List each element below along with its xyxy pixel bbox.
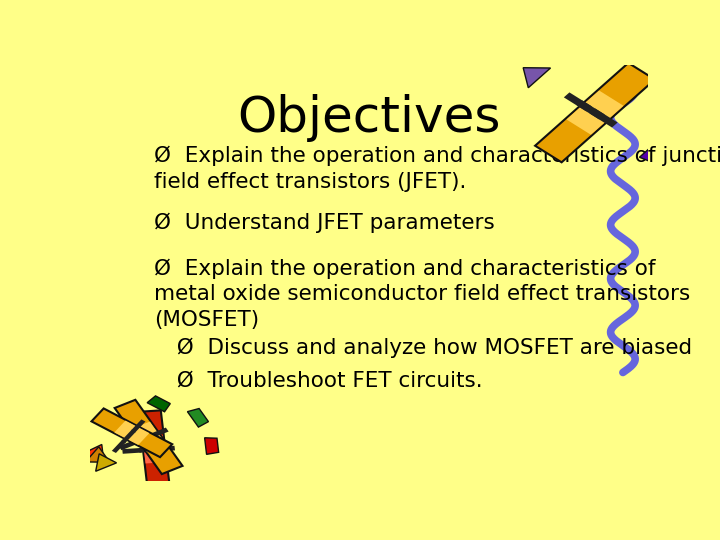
Text: Objectives: Objectives <box>238 94 500 142</box>
Polygon shape <box>564 92 592 111</box>
Polygon shape <box>535 63 655 163</box>
Polygon shape <box>114 421 150 445</box>
Text: Ø  Explain the operation and characteristics of
metal oxide semiconductor field : Ø Explain the operation and characterist… <box>154 258 690 330</box>
Text: Ø  Discuss and analyze how MOSFET are biased: Ø Discuss and analyze how MOSFET are bia… <box>163 337 692 357</box>
Polygon shape <box>143 435 166 463</box>
Polygon shape <box>131 420 145 433</box>
Polygon shape <box>139 447 158 453</box>
Polygon shape <box>577 100 605 119</box>
Polygon shape <box>114 400 182 474</box>
Polygon shape <box>156 446 175 451</box>
Polygon shape <box>204 438 219 454</box>
Polygon shape <box>138 410 170 489</box>
Polygon shape <box>131 422 166 453</box>
Polygon shape <box>523 68 551 87</box>
Polygon shape <box>148 428 168 438</box>
Polygon shape <box>86 447 109 462</box>
Polygon shape <box>590 109 618 127</box>
Polygon shape <box>91 408 172 457</box>
Text: Ø  Troubleshoot FET circuits.: Ø Troubleshoot FET circuits. <box>163 370 482 390</box>
Polygon shape <box>147 396 170 412</box>
Text: Ø  Explain the operation and characteristics of junction
field effect transistor: Ø Explain the operation and characterist… <box>154 146 720 192</box>
Polygon shape <box>567 91 624 135</box>
Polygon shape <box>112 440 126 453</box>
Polygon shape <box>81 444 104 461</box>
Polygon shape <box>639 138 670 161</box>
Polygon shape <box>187 409 209 427</box>
Text: Ø  Understand JFET parameters: Ø Understand JFET parameters <box>154 212 495 233</box>
Polygon shape <box>122 430 136 443</box>
Polygon shape <box>122 448 142 454</box>
Polygon shape <box>119 439 139 450</box>
Polygon shape <box>133 434 154 444</box>
Polygon shape <box>96 454 117 471</box>
